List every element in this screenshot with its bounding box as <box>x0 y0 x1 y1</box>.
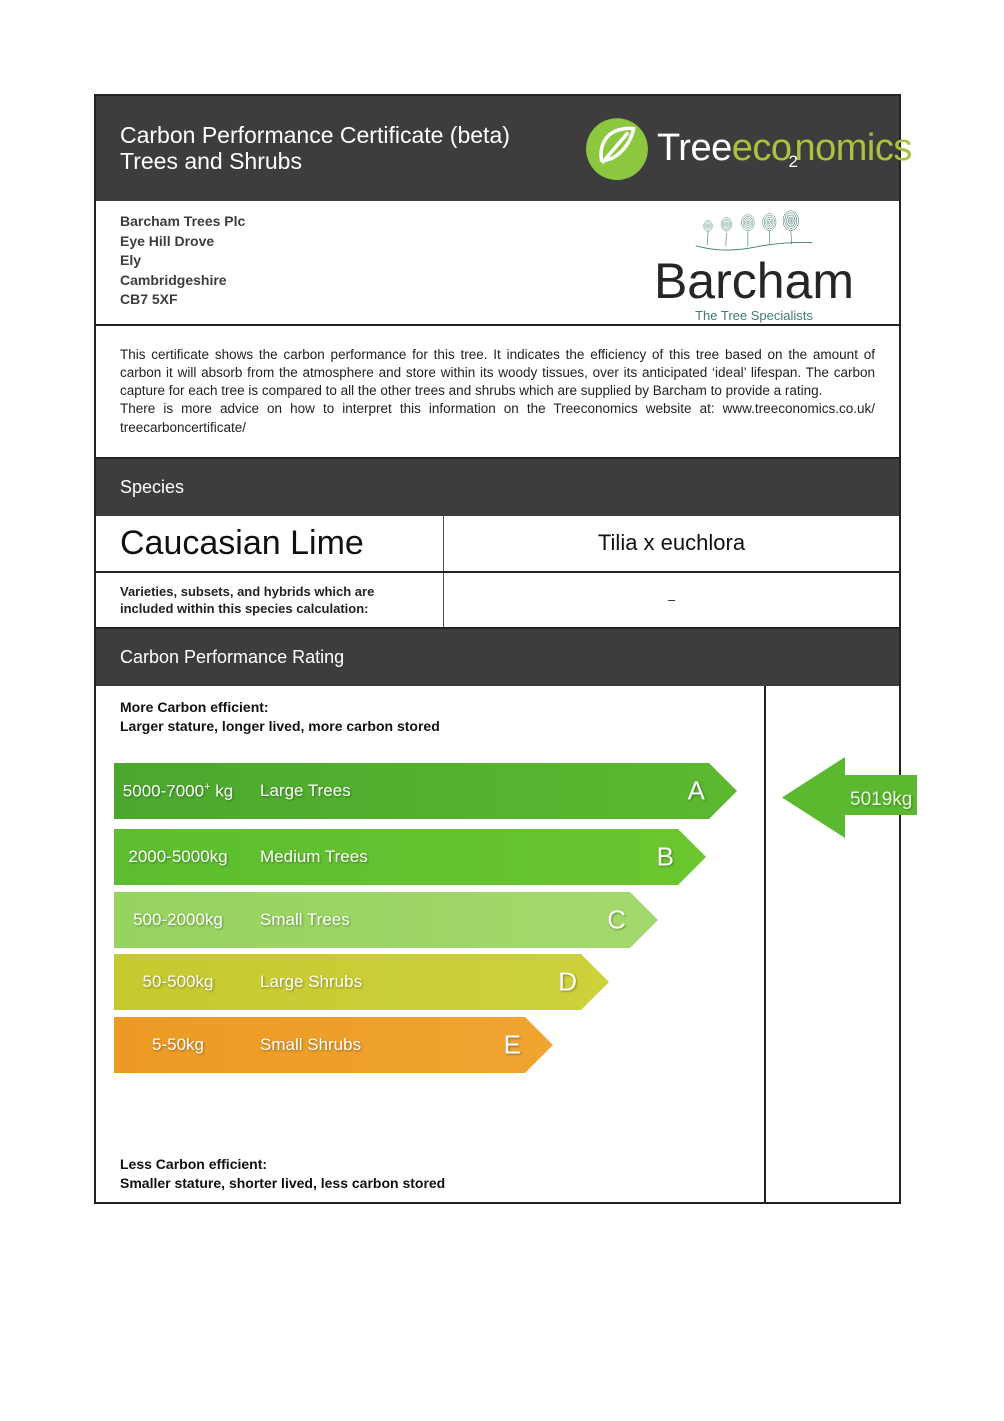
svg-text:5019kg: 5019kg <box>850 789 912 810</box>
